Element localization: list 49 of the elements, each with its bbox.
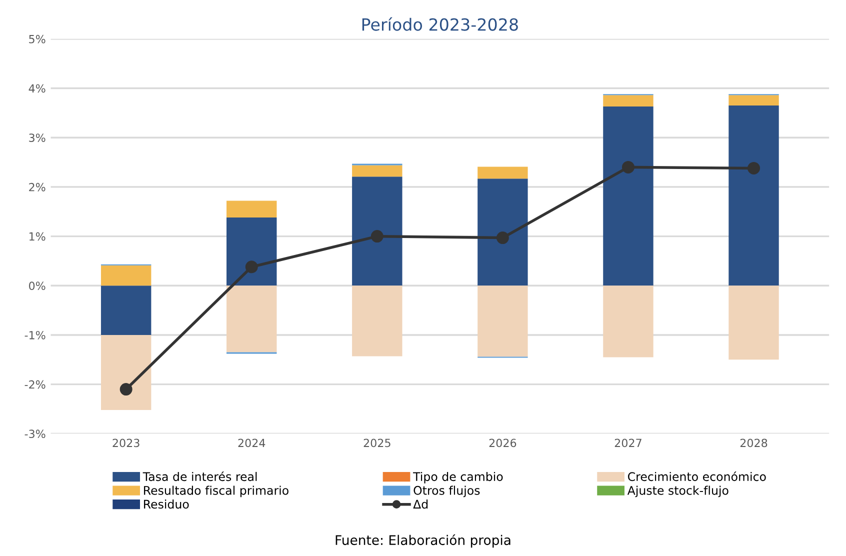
y-tick-label: -1% [24,330,46,340]
bar [603,106,654,286]
x-tick-label: 2023 [112,438,140,448]
bar [478,178,528,286]
bar [226,200,277,218]
x-tick-label: 2027 [614,438,642,448]
bar [226,218,277,286]
x-tick-label: 2024 [238,438,266,448]
x-tick-label: 2025 [364,438,390,448]
x-tick-label: 2026 [489,438,516,448]
legend-label: Residuo [144,500,189,509]
y-tick-label: 3% [29,134,46,142]
bar [728,95,779,106]
point [496,232,509,244]
source-note: Fuente: Elaboración propia [336,534,510,548]
bar [603,95,654,107]
bar [603,286,654,358]
legend-label: Resultado fiscal primario [144,486,288,498]
bar [226,286,277,352]
legend-label: Tipo de cambio [413,472,503,484]
y-tick-label: 5% [29,34,46,44]
bar [352,165,402,177]
bar [352,176,402,286]
y-tick-label: 1% [29,232,46,241]
legend-label: Otros flujos [414,486,480,498]
point [120,383,132,396]
y-tick-label: -3% [24,430,46,438]
y-tick-label: 4% [28,84,46,93]
point [622,160,634,174]
y-tick-label: -2% [24,380,46,389]
bar [100,286,152,335]
bar [478,286,528,357]
bar [728,106,779,286]
bar [100,265,152,286]
y-tick-label: 0% [29,282,46,290]
bar [352,286,402,356]
legend-label: Δd [413,500,428,509]
point [748,162,760,174]
chart-title: Período 2023-2028 [362,17,518,31]
point [245,260,258,274]
legend-label: Crecimiento económico [628,471,766,482]
x-tick-label: 2028 [740,438,768,448]
bar [478,166,528,179]
legend-label: Ajuste stock-flujo [627,486,728,498]
point [370,230,384,243]
bar [728,286,779,360]
bar [100,334,152,410]
y-tick-label: 2% [29,182,46,192]
legend-label: Tasa de interés real [142,471,257,482]
